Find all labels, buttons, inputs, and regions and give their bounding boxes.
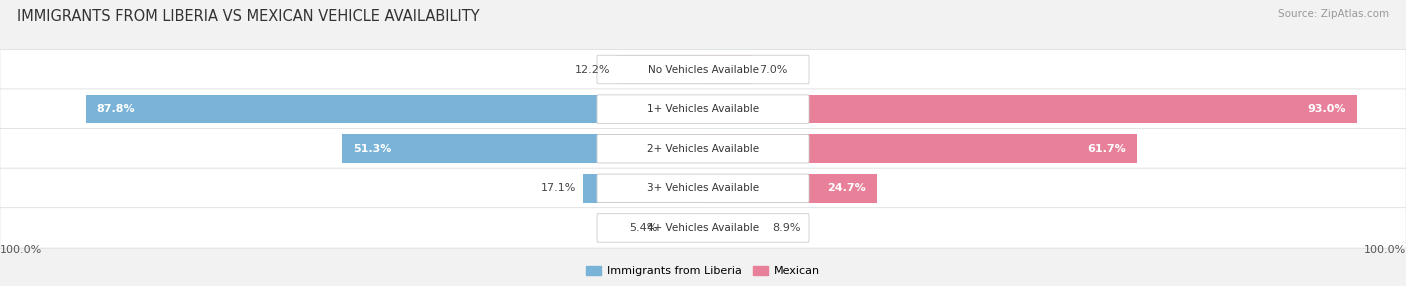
Bar: [703, 95, 1357, 123]
Bar: [703, 214, 765, 242]
Text: 4+ Vehicles Available: 4+ Vehicles Available: [647, 223, 759, 233]
Text: 2+ Vehicles Available: 2+ Vehicles Available: [647, 144, 759, 154]
Text: 100.0%: 100.0%: [0, 245, 42, 255]
Bar: [343, 134, 703, 163]
Text: 24.7%: 24.7%: [827, 183, 866, 193]
Text: 100.0%: 100.0%: [1364, 245, 1406, 255]
Legend: Immigrants from Liberia, Mexican: Immigrants from Liberia, Mexican: [582, 261, 824, 281]
Text: 5.4%: 5.4%: [630, 223, 658, 233]
Text: 17.1%: 17.1%: [540, 183, 576, 193]
FancyBboxPatch shape: [0, 208, 1406, 248]
Text: 87.8%: 87.8%: [97, 104, 135, 114]
FancyBboxPatch shape: [598, 95, 808, 123]
Text: 93.0%: 93.0%: [1308, 104, 1347, 114]
FancyBboxPatch shape: [0, 128, 1406, 169]
Text: No Vehicles Available: No Vehicles Available: [648, 65, 758, 75]
Text: 61.7%: 61.7%: [1087, 144, 1126, 154]
Text: 8.9%: 8.9%: [773, 223, 801, 233]
FancyBboxPatch shape: [598, 55, 808, 84]
FancyBboxPatch shape: [598, 134, 808, 163]
FancyBboxPatch shape: [0, 89, 1406, 129]
Text: 1+ Vehicles Available: 1+ Vehicles Available: [647, 104, 759, 114]
Bar: [703, 55, 752, 84]
FancyBboxPatch shape: [598, 214, 808, 242]
Text: 12.2%: 12.2%: [575, 65, 610, 75]
Text: IMMIGRANTS FROM LIBERIA VS MEXICAN VEHICLE AVAILABILITY: IMMIGRANTS FROM LIBERIA VS MEXICAN VEHIC…: [17, 9, 479, 23]
FancyBboxPatch shape: [0, 49, 1406, 90]
Text: Source: ZipAtlas.com: Source: ZipAtlas.com: [1278, 9, 1389, 19]
Bar: [703, 174, 877, 202]
Bar: [583, 174, 703, 202]
FancyBboxPatch shape: [0, 168, 1406, 208]
Text: 3+ Vehicles Available: 3+ Vehicles Available: [647, 183, 759, 193]
Bar: [617, 55, 703, 84]
Text: 7.0%: 7.0%: [759, 65, 787, 75]
FancyBboxPatch shape: [598, 174, 808, 202]
Bar: [86, 95, 703, 123]
Text: 51.3%: 51.3%: [353, 144, 391, 154]
Bar: [703, 134, 1136, 163]
Bar: [665, 214, 703, 242]
